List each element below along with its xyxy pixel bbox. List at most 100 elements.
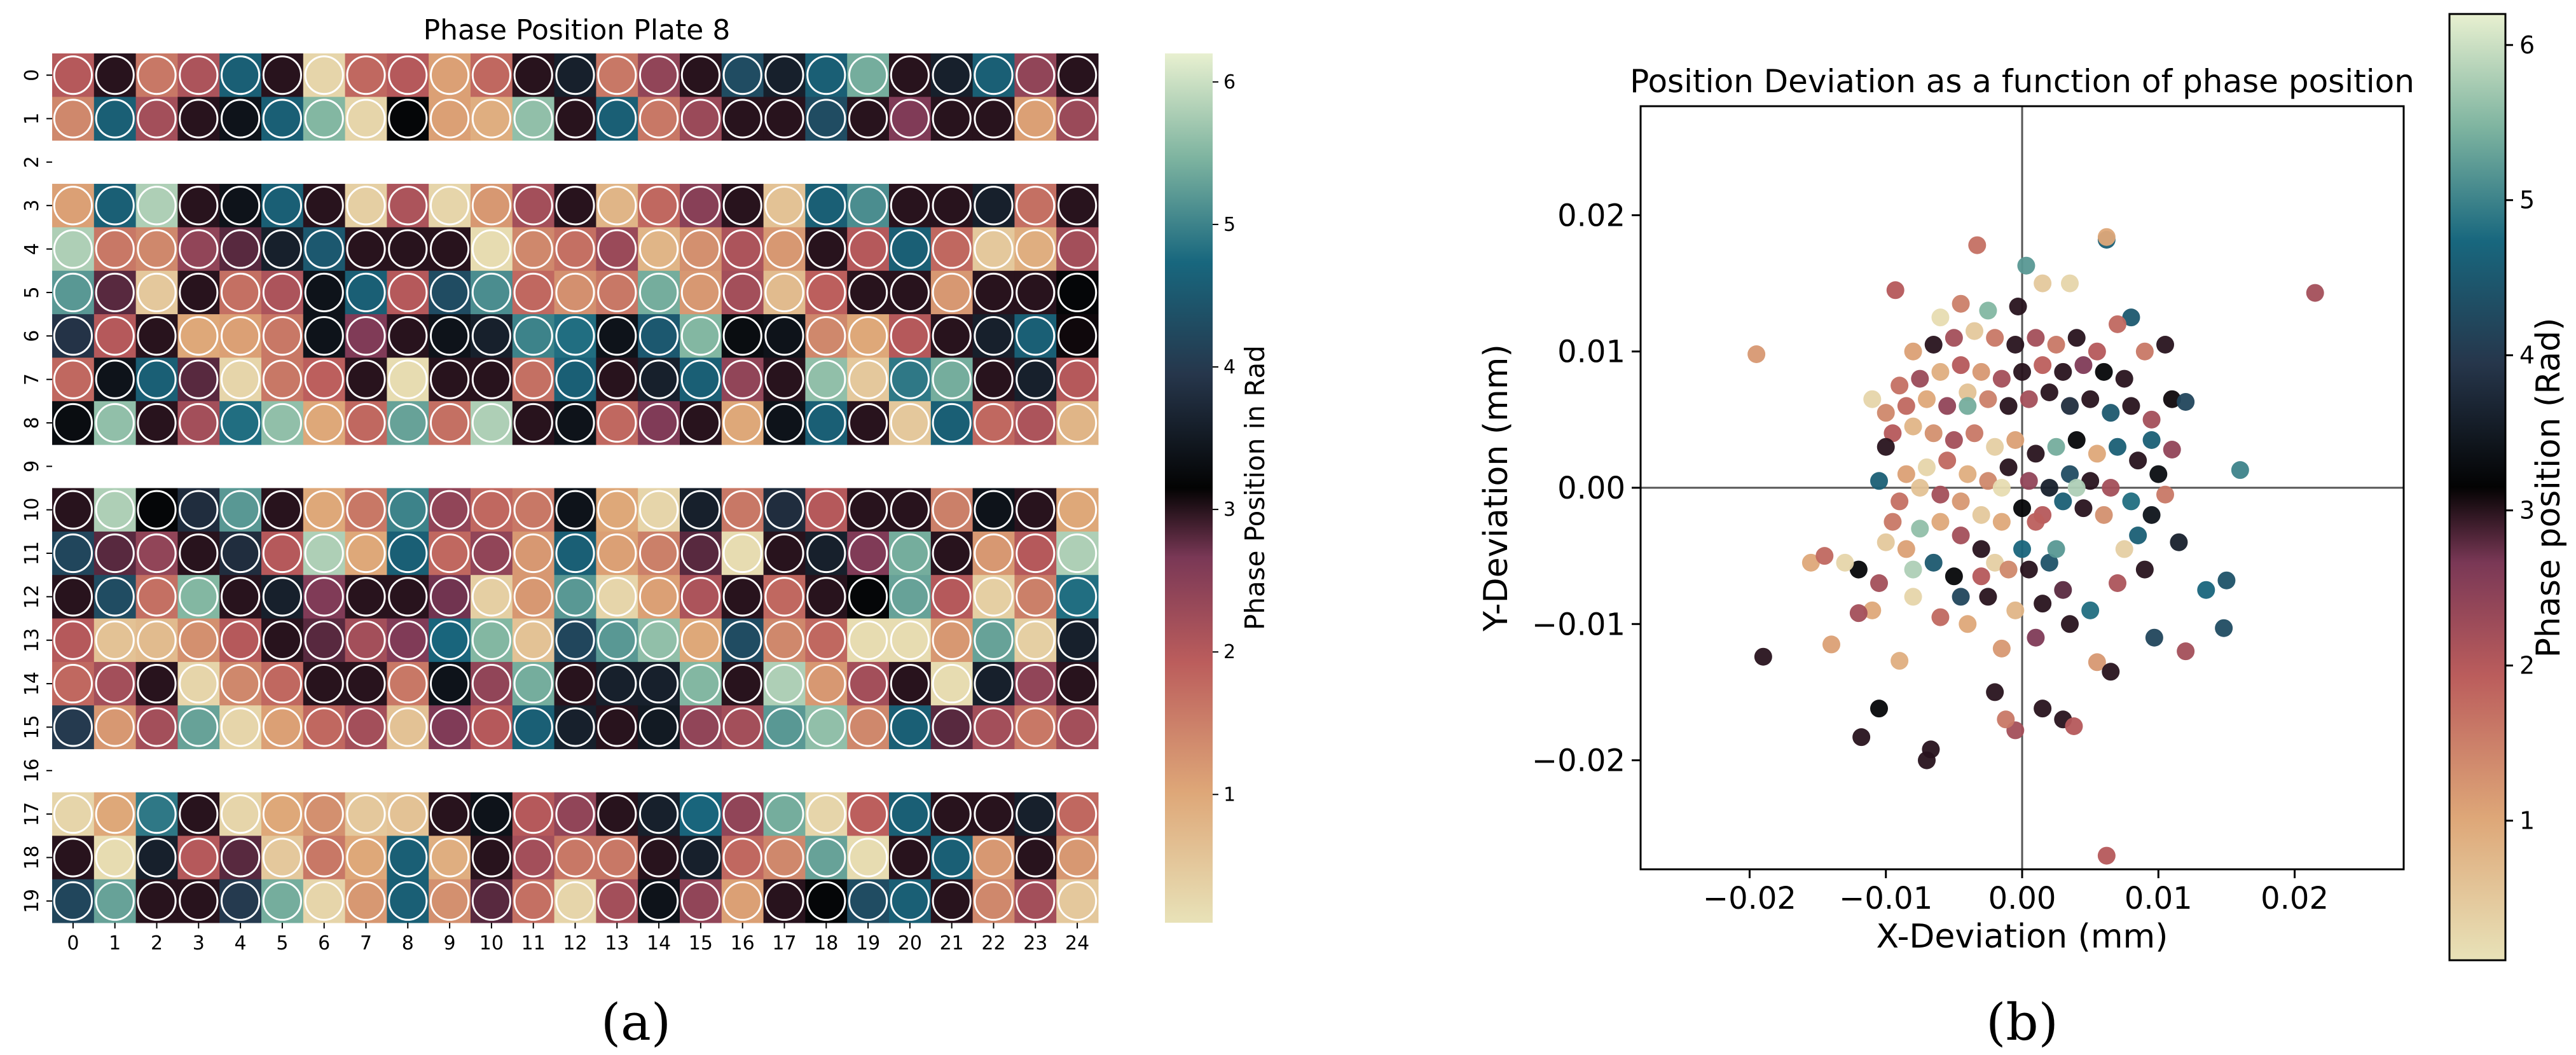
heatmap-marker <box>513 707 553 747</box>
scatter-point <box>2061 397 2079 415</box>
heatmap-marker <box>764 316 804 356</box>
heatmap-marker <box>638 707 679 747</box>
heatmap-marker <box>932 707 972 747</box>
heatmap-marker <box>95 272 135 313</box>
scatter-point <box>2034 700 2052 718</box>
heatmap-colorbar-tick-label: 4 <box>1223 356 1236 378</box>
scatter-point <box>1801 553 1820 572</box>
scatter-point <box>1924 553 1943 572</box>
heatmap-marker <box>1057 881 1098 921</box>
heatmap-marker <box>53 533 93 574</box>
scatter-point <box>1999 397 2018 415</box>
heatmap-marker <box>346 620 386 660</box>
heatmap-marker <box>471 359 512 399</box>
heatmap-marker <box>388 490 428 530</box>
heatmap-marker <box>597 620 637 660</box>
scatter-point <box>1815 547 1834 565</box>
heatmap-marker <box>53 272 93 313</box>
heatmap-marker <box>806 794 846 834</box>
heatmap-marker <box>388 403 428 443</box>
heatmap-y-tick-label: 2 <box>21 156 43 168</box>
heatmap-marker <box>471 620 512 660</box>
heatmap-y-tick-label: 4 <box>21 243 43 255</box>
heatmap-marker <box>304 186 344 226</box>
heatmap-marker <box>1016 620 1056 660</box>
heatmap-marker <box>680 838 721 878</box>
heatmap-x-tick-label: 6 <box>318 932 330 955</box>
heatmap-marker <box>220 707 261 747</box>
heatmap-marker <box>137 577 177 617</box>
scatter-point <box>1931 308 1950 327</box>
scatter-point <box>1891 652 1909 670</box>
heatmap-marker <box>1016 186 1056 226</box>
heatmap-marker <box>429 533 470 574</box>
heatmap-marker <box>722 55 762 95</box>
heatmap-marker <box>848 403 888 443</box>
heatmap-y-tick-label: 0 <box>21 69 43 81</box>
heatmap-marker <box>932 838 972 878</box>
heatmap-x-tick-label: 7 <box>360 932 372 955</box>
heatmap-marker <box>890 99 930 139</box>
heatmap-x-tick-label: 12 <box>563 932 587 955</box>
heatmap-marker <box>179 403 219 443</box>
scatter-colorbar-ticks: 1 2 3 4 5 6 <box>2505 31 2535 834</box>
heatmap-marker <box>137 881 177 921</box>
heatmap-x-tick-label: 4 <box>235 932 247 955</box>
heatmap-marker <box>638 316 679 356</box>
heatmap-marker <box>471 272 512 313</box>
heatmap-marker <box>471 533 512 574</box>
heatmap-marker <box>95 229 135 269</box>
heatmap-marker <box>429 620 470 660</box>
heatmap-y-tick-label: 18 <box>21 845 43 869</box>
heatmap-marker <box>597 533 637 574</box>
heatmap-marker <box>1016 663 1056 704</box>
heatmap-marker <box>346 186 386 226</box>
heatmap-marker <box>932 55 972 95</box>
heatmap-marker <box>555 55 595 95</box>
scatter-point <box>2097 846 2116 865</box>
heatmap-marker <box>220 794 261 834</box>
heatmap-marker <box>974 359 1014 399</box>
scatter-point <box>2170 533 2188 551</box>
heatmap-marker <box>848 316 888 356</box>
scatter-point <box>2129 452 2147 470</box>
heatmap-marker <box>262 663 303 704</box>
heatmap-marker <box>806 55 846 95</box>
heatmap-marker <box>179 99 219 139</box>
heatmap-marker <box>1057 663 1098 704</box>
heatmap-marker <box>722 663 762 704</box>
scatter-point <box>1959 465 1977 483</box>
scatter-point <box>1959 383 1977 401</box>
heatmap-title: Phase Position Plate 8 <box>424 14 731 46</box>
heatmap-y-tick-label: 11 <box>21 541 43 565</box>
heatmap-marker <box>764 533 804 574</box>
heatmap-marker <box>555 490 595 530</box>
heatmap-y-tick-label: 3 <box>21 200 43 212</box>
heatmap-marker <box>513 272 553 313</box>
scatter-point <box>2095 506 2113 524</box>
scatter-point <box>2149 465 2168 483</box>
heatmap-colorbar-tick-label: 1 <box>1223 783 1236 806</box>
scatter-x-tick-label: −0.02 <box>1703 881 1796 916</box>
heatmap-marker <box>1057 229 1098 269</box>
heatmap-marker <box>1057 186 1098 226</box>
scatter-point <box>2231 461 2249 479</box>
heatmap-marker <box>806 490 846 530</box>
heatmap-marker <box>304 403 344 443</box>
heatmap-marker <box>890 403 930 443</box>
heatmap-marker <box>95 316 135 356</box>
heatmap-x-tick-label: 10 <box>479 932 504 955</box>
scatter-point <box>2129 527 2147 544</box>
scatter-point <box>1952 492 1970 511</box>
heatmap-colorbar-label: Phase Position in Rad <box>1239 345 1271 630</box>
heatmap-marker <box>513 316 553 356</box>
scatter-point <box>1986 553 2004 572</box>
heatmap-marker <box>806 881 846 921</box>
heatmap-x-tick-label: 9 <box>444 932 456 955</box>
scatter-point <box>2156 336 2174 354</box>
scatter-point <box>2020 560 2038 579</box>
heatmap-marker <box>680 55 721 95</box>
heatmap-marker <box>638 838 679 878</box>
scatter-point <box>1884 513 1902 531</box>
